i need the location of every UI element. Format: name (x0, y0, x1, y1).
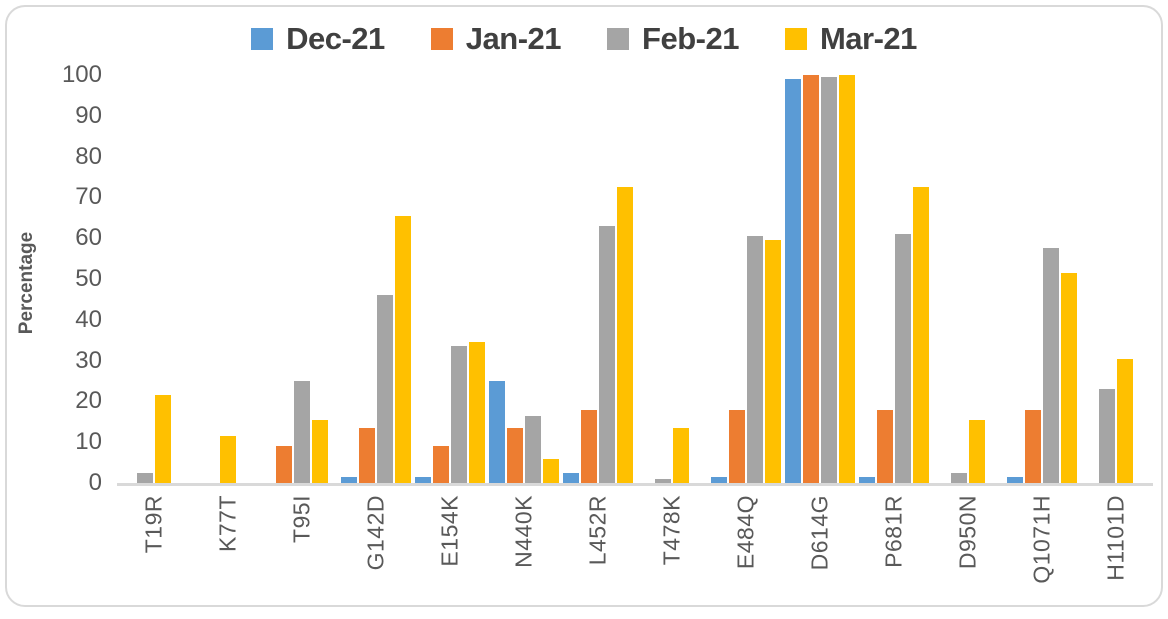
bar-e484q-feb-21 (747, 236, 763, 483)
bar-d614g-jan-21 (803, 75, 819, 483)
bar-l452r-dec-21 (563, 473, 579, 483)
y-tick-label: 30 (75, 346, 102, 374)
bar-group-n440k: N440K (487, 75, 561, 568)
bar-g142d-feb-21 (377, 295, 393, 483)
bar-t478k-feb-21 (655, 479, 671, 483)
x-tick-label: D614G (806, 495, 833, 571)
bar-q1071h-jan-21 (1025, 410, 1041, 483)
bar-e484q-dec-21 (711, 477, 727, 483)
y-tick-label: 70 (75, 183, 102, 211)
legend-label: Feb-21 (642, 21, 739, 56)
bar-g142d-dec-21 (341, 477, 357, 483)
bar-e154k-mar-21 (469, 342, 485, 483)
bar-t95i-feb-21 (294, 381, 310, 483)
bar-l452r-jan-21 (581, 410, 597, 483)
y-tick-label: 50 (75, 265, 102, 292)
y-tick-label: 20 (75, 387, 102, 415)
chart-legend: Dec-21 Jan-21 Feb-21 Mar-21 (7, 21, 1161, 57)
bar-n440k-mar-21 (543, 459, 559, 483)
bar-t478k-mar-21 (673, 428, 689, 483)
x-tick-label: P681R (880, 495, 907, 568)
x-tick-label: L452R (584, 495, 611, 566)
y-tick-label: 10 (75, 428, 102, 456)
bar-n440k-feb-21 (525, 416, 541, 483)
bar-d614g-dec-21 (785, 79, 801, 483)
bar-h1101d-feb-21 (1099, 389, 1115, 483)
bar-e484q-mar-21 (765, 240, 781, 483)
bar-e154k-jan-21 (433, 446, 449, 483)
bar-group-d614g: D614G (783, 75, 857, 570)
legend-label: Mar-21 (819, 21, 917, 56)
bar-p681r-dec-21 (859, 477, 875, 483)
y-tick-label: 40 (75, 305, 102, 333)
bar-t19r-mar-21 (155, 395, 171, 483)
bar-group-p681r: P681R (857, 75, 931, 568)
bar-group-d950n: D950N (931, 75, 1005, 569)
bar-t95i-jan-21 (276, 446, 292, 483)
bar-p681r-jan-21 (877, 410, 893, 483)
y-tick-label: 90 (75, 101, 102, 129)
chart-frame: Dec-21 Jan-21 Feb-21 Mar-21 Percentage 0 10 2… (5, 5, 1163, 607)
bar-k77t-mar-21 (220, 436, 236, 483)
bar-n440k-dec-21 (489, 381, 505, 483)
legend-item-feb-21: Feb-21 (607, 21, 739, 57)
bar-group-q1071h: Q1071H (1005, 75, 1079, 584)
bar-q1071h-dec-21 (1007, 477, 1023, 483)
bar-group-g142d: G142D (339, 75, 413, 570)
legend-item-mar-21: Mar-21 (784, 21, 917, 57)
bar-d614g-feb-21 (821, 77, 837, 483)
x-tick-label: T478K (658, 495, 685, 566)
bar-q1071h-feb-21 (1043, 248, 1059, 483)
legend-label: Dec-21 (286, 21, 385, 56)
legend-label: Jan-21 (465, 21, 562, 56)
bar-g142d-mar-21 (395, 216, 411, 483)
bar-group-e484q: E484Q (709, 75, 783, 569)
x-tick-label: T95I (288, 495, 315, 544)
bar-l452r-mar-21 (617, 187, 633, 483)
bar-e484q-jan-21 (729, 410, 745, 483)
x-tick-label: Q1071H (1028, 495, 1055, 584)
x-tick-label: K77T (214, 495, 241, 552)
y-axis-ticks: 0 10 20 30 40 50 60 70 80 90 100 (7, 7, 102, 619)
bar-p681r-mar-21 (913, 187, 929, 483)
bar-p681r-feb-21 (895, 234, 911, 483)
y-tick-label: 60 (75, 224, 102, 252)
legend-swatch-icon (784, 28, 807, 50)
x-tick-label: T19R (140, 495, 167, 554)
bar-n440k-jan-21 (507, 428, 523, 483)
legend-item-dec-21: Dec-21 (251, 21, 385, 57)
bar-d950n-mar-21 (969, 420, 985, 483)
bar-group-l452r: L452R (561, 75, 635, 565)
legend-swatch-icon (430, 28, 453, 50)
legend-item-jan-21: Jan-21 (430, 21, 562, 57)
x-tick-label: N440K (510, 495, 537, 568)
bar-group-t95i: T95I (265, 75, 339, 543)
bar-g142d-jan-21 (359, 428, 375, 483)
bar-q1071h-mar-21 (1061, 273, 1077, 483)
bar-e154k-feb-21 (451, 346, 467, 483)
x-tick-label: E484Q (732, 495, 759, 570)
bar-h1101d-mar-21 (1117, 359, 1133, 483)
y-tick-label: 0 (88, 469, 102, 496)
x-tick-label: H1101D (1102, 495, 1129, 581)
x-tick-label: D950N (954, 495, 981, 570)
bar-t19r-feb-21 (137, 473, 153, 483)
bar-group-h1101d: H1101D (1079, 75, 1153, 581)
bar-l452r-feb-21 (599, 226, 615, 483)
bar-d950n-feb-21 (951, 473, 967, 483)
bar-group-k77t: K77T (191, 75, 265, 552)
bar-e154k-dec-21 (415, 477, 431, 483)
legend-swatch-icon (251, 28, 274, 50)
bar-group-t478k: T478K (635, 75, 709, 565)
x-tick-label: G142D (362, 495, 389, 571)
y-tick-label: 100 (61, 61, 102, 88)
bar-d614g-mar-21 (839, 75, 855, 483)
legend-swatch-icon (607, 28, 630, 50)
bar-t95i-mar-21 (312, 420, 328, 483)
bar-group-t19r: T19R (117, 75, 191, 553)
bar-group-e154k: E154K (413, 75, 487, 567)
y-tick-label: 80 (75, 142, 102, 170)
x-tick-label: E154K (436, 495, 463, 567)
plot-area: T19R K77T T95I G142D E154K N440K L452R T478K E48… (117, 75, 1153, 584)
